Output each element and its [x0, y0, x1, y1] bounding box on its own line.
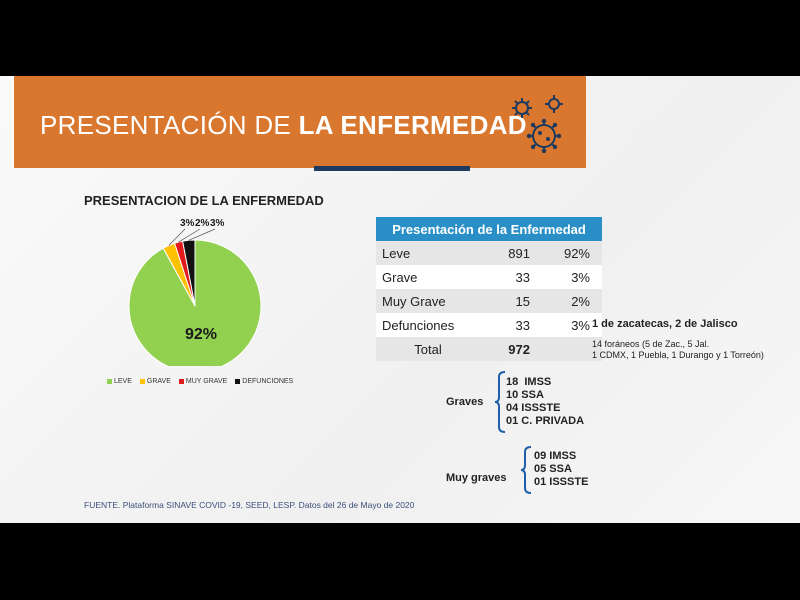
source-note: FUENTE. Plataforma SINAVE COVID -19, SEE… — [84, 500, 415, 510]
legend-swatch — [178, 379, 184, 384]
legend-item: LEVE — [107, 378, 132, 385]
slide-title-bold: LA ENFERMEDAD — [298, 110, 527, 140]
pie-leader-line — [168, 228, 186, 246]
total-label: Total — [376, 337, 474, 361]
graves-brace — [494, 371, 506, 433]
legend-swatch — [139, 379, 145, 384]
legend-item: DEFUNCIONES — [235, 378, 293, 385]
row-count: 15 — [474, 289, 546, 313]
muy-graves-list: 09 IMSS 05 SSA 01 ISSSTE — [534, 450, 588, 489]
pie-slice-defunciones — [182, 239, 196, 307]
note-title: 1 de zacatecas, 2 de Jalisco — [592, 318, 738, 330]
pie-label-leve: 92% — [185, 326, 217, 343]
note-line: 14 foráneos (5 de Zac., 5 Jal. — [592, 339, 710, 349]
legend-swatch — [235, 379, 241, 384]
graves-list: 18 IMSS 10 SSA 04 ISSSTE 01 C. PRIVADA — [506, 376, 584, 428]
muy-graves-item: 09 IMSS — [534, 450, 577, 462]
row-label: Grave — [376, 265, 474, 289]
row-count: 33 — [474, 313, 546, 337]
legend-swatch — [107, 379, 112, 384]
row-pct: 3% — [546, 313, 602, 337]
muy-graves-brace — [520, 446, 532, 494]
graves-item: 01 C. PRIVADA — [506, 415, 585, 427]
graves-label: Graves — [446, 396, 484, 408]
total-value: 972 — [474, 337, 546, 361]
title-banner: PRESENTACIÓN DE LA ENFERMEDAD — [14, 76, 586, 168]
muy-graves-item: 01 ISSSTE — [534, 476, 589, 488]
legend-item: MUY GRAVE — [178, 378, 228, 385]
row-label: Muy Grave — [376, 289, 474, 313]
pie-label-defunciones: 3% — [210, 218, 225, 229]
table-row: Leve 891 92% — [376, 241, 602, 265]
muy-graves-label: Muy graves — [446, 472, 507, 484]
table-total-row: Total 972 — [376, 337, 602, 361]
chart-title: PRESENTACION DE LA ENFERMEDAD — [84, 193, 324, 208]
table-header: Presentación de la Enfermedad — [376, 217, 602, 241]
total-empty — [546, 337, 602, 361]
row-label: Defunciones — [376, 313, 474, 337]
row-pct: 2% — [546, 289, 602, 313]
note-line: 1 CDMX, 1 Puebla, 1 Durango y 1 Torreón) — [592, 350, 764, 360]
pie-chart: 92% 3% 2% 3% — [128, 218, 262, 366]
pie-label-grave: 3% — [180, 218, 195, 229]
table-row: Grave 33 3% — [376, 265, 602, 289]
legend-item: GRAVE — [139, 378, 171, 385]
table-row: Muy Grave 15 2% — [376, 289, 602, 313]
title-underline — [314, 166, 470, 171]
summary-table: Presentación de la Enfermedad Leve 891 9… — [376, 217, 602, 361]
row-pct: 92% — [546, 241, 602, 265]
row-count: 33 — [474, 265, 546, 289]
pie-slice-leve — [128, 239, 262, 366]
virus-icon — [512, 95, 563, 154]
pie-leader-line — [178, 228, 201, 243]
slide-title-light: PRESENTACIÓN DE — [40, 110, 292, 140]
legend-label: GRAVE — [146, 378, 171, 385]
graves-item: 18 IMSS — [506, 376, 552, 388]
legend-label: MUY GRAVE — [185, 378, 228, 385]
row-count: 891 — [474, 241, 546, 265]
table-row: Defunciones 33 3% — [376, 313, 602, 337]
graves-item: 04 ISSSTE — [506, 402, 561, 414]
pie-leader-line — [188, 228, 216, 241]
muy-graves-item: 05 SSA — [534, 463, 572, 475]
graves-item: 10 SSA — [506, 389, 544, 401]
chart-legend: LEVE GRAVE MUY GRAVE DEFUNCIONES — [107, 378, 293, 385]
legend-label: LEVE — [114, 378, 132, 385]
row-pct: 3% — [546, 265, 602, 289]
legend-label: DEFUNCIONES — [242, 378, 294, 385]
slide-title: PRESENTACIÓN DE LA ENFERMEDAD — [40, 110, 527, 141]
pie-label-muy-grave: 2% — [195, 218, 210, 229]
slide: PRESENTACIÓN DE LA ENFERMEDAD — [0, 76, 800, 523]
row-label: Leve — [376, 241, 474, 265]
